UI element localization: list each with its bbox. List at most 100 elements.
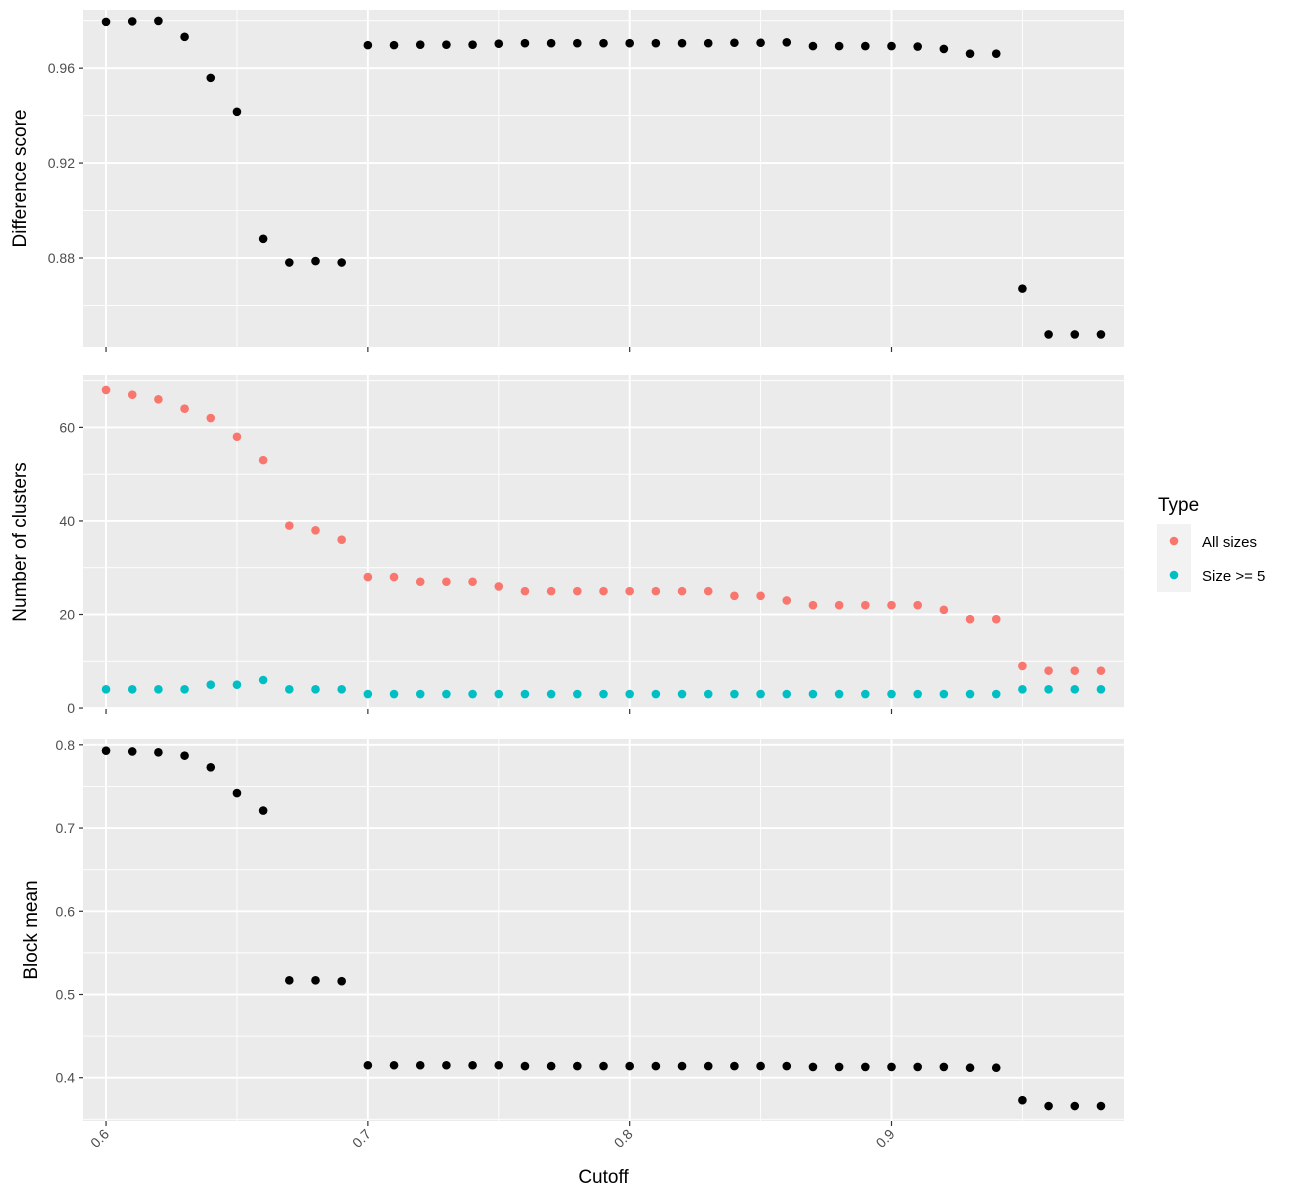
data-point [651, 689, 661, 699]
x-tick-label: 0.8 [611, 1126, 636, 1151]
y-axis-title: Difference score [10, 110, 31, 248]
data-point [127, 747, 137, 756]
data-point [1096, 330, 1106, 339]
data-point [808, 689, 818, 699]
data-point [285, 521, 294, 530]
data-point [337, 976, 346, 986]
data-point [442, 689, 451, 699]
data-point [389, 572, 399, 582]
data-point [965, 614, 975, 624]
data-point [625, 38, 634, 48]
data-point [782, 596, 792, 605]
data-point [756, 591, 765, 601]
data-point [363, 689, 373, 699]
data-point [1096, 666, 1106, 675]
data-point [442, 40, 451, 49]
data-point [311, 526, 320, 535]
y-tick-label: 0.4 [56, 1070, 76, 1086]
series-0 [101, 746, 1106, 1111]
data-point [206, 73, 216, 83]
data-point [206, 762, 216, 772]
data-point [913, 42, 922, 51]
data-point [730, 1061, 739, 1071]
data-point [337, 535, 346, 544]
data-point [180, 751, 189, 760]
y-axis-title: Block mean [21, 880, 42, 979]
data-point [573, 586, 582, 596]
data-point [782, 37, 792, 47]
data-point [861, 1062, 870, 1072]
panel-background [83, 375, 1124, 709]
data-point [939, 605, 949, 615]
data-point [965, 689, 975, 699]
data-point [1070, 666, 1080, 675]
data-point [991, 614, 1001, 624]
data-point [232, 788, 242, 798]
data-point [389, 40, 399, 50]
data-point [782, 689, 792, 699]
data-point [206, 413, 216, 423]
data-point [1018, 661, 1027, 671]
y-tick-label: 20 [59, 607, 75, 623]
data-point [677, 689, 687, 699]
y-tick-label: 0.88 [48, 250, 75, 266]
data-point [1096, 685, 1106, 694]
data-point [415, 1060, 425, 1070]
data-point [939, 44, 949, 54]
data-point [1070, 1101, 1080, 1111]
data-point [389, 689, 399, 699]
data-point [520, 586, 530, 596]
legend-swatch [1169, 570, 1179, 580]
data-point [1044, 1101, 1053, 1111]
legend-swatch [1169, 536, 1179, 546]
legend-label: Size >= 5 [1202, 568, 1265, 585]
data-point [730, 689, 739, 699]
data-point [1018, 1095, 1027, 1105]
data-point [180, 32, 189, 42]
data-point [1044, 685, 1053, 694]
data-point [651, 38, 661, 48]
data-point [677, 1061, 687, 1071]
data-point [703, 1061, 713, 1071]
legend-label: All sizes [1202, 534, 1257, 551]
data-point [415, 577, 425, 587]
data-point [311, 976, 320, 985]
data-point [101, 685, 111, 694]
y-tick-label: 0.7 [56, 820, 76, 836]
data-point [834, 41, 844, 51]
data-point [703, 38, 713, 48]
data-point [1044, 666, 1053, 675]
data-point [311, 256, 320, 266]
data-point [546, 38, 556, 48]
panel-difference: 0.88 0.92 0.96 Difference score [10, 10, 1124, 352]
data-point [730, 38, 739, 48]
data-point [154, 685, 163, 694]
y-tick-label: 40 [59, 513, 75, 529]
data-point [599, 1061, 608, 1071]
data-point [442, 1060, 451, 1070]
data-point [703, 586, 713, 596]
data-point [939, 689, 949, 699]
data-point [913, 689, 922, 699]
data-point [599, 689, 608, 699]
data-point [677, 38, 687, 48]
data-point [1070, 330, 1080, 339]
data-point [520, 1061, 530, 1071]
data-point [546, 1061, 556, 1071]
data-point [494, 39, 504, 48]
y-tick-label: 0.5 [56, 986, 76, 1002]
data-point [991, 49, 1001, 58]
data-point [808, 41, 818, 51]
data-point [311, 685, 320, 694]
data-point [285, 685, 294, 694]
data-point [415, 689, 425, 699]
data-point [861, 600, 870, 610]
data-point [337, 685, 346, 694]
x-tick-label: 0.9 [873, 1126, 898, 1151]
data-point [285, 976, 294, 985]
data-point [520, 38, 530, 48]
series-size-5 [101, 675, 1106, 699]
data-point [154, 395, 163, 404]
data-point [258, 234, 268, 244]
